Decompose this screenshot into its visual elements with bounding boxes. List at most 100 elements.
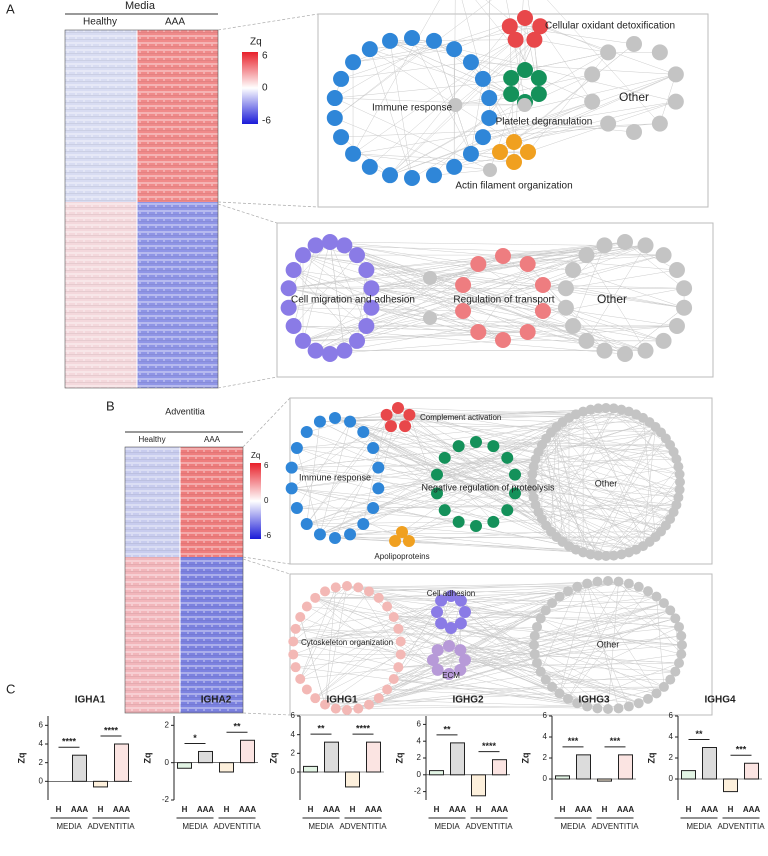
y-tick-label: 2 bbox=[543, 753, 548, 762]
edge bbox=[470, 61, 676, 75]
node bbox=[382, 684, 393, 695]
edge bbox=[556, 536, 637, 550]
node bbox=[517, 62, 533, 78]
colorbar-tick: -6 bbox=[262, 116, 271, 127]
bar bbox=[114, 743, 129, 782]
node bbox=[637, 342, 654, 359]
y-tick-label: 2 bbox=[39, 758, 44, 767]
edge bbox=[387, 610, 546, 690]
edge bbox=[565, 269, 678, 289]
node bbox=[665, 605, 676, 616]
edge bbox=[335, 586, 578, 588]
edge bbox=[470, 26, 541, 63]
edge bbox=[334, 425, 392, 539]
edge bbox=[659, 74, 677, 124]
edge bbox=[534, 39, 609, 53]
edge bbox=[586, 245, 646, 342]
node bbox=[290, 662, 301, 673]
edge bbox=[335, 583, 588, 588]
edge bbox=[397, 407, 533, 483]
edge bbox=[302, 331, 479, 342]
node bbox=[535, 666, 546, 677]
node bbox=[470, 520, 482, 532]
cluster-label: Apolipoproteins bbox=[374, 552, 429, 561]
heatmap-title: Media bbox=[125, 0, 156, 12]
node bbox=[462, 145, 479, 162]
colorbar-label: Zq bbox=[251, 451, 260, 460]
edge bbox=[401, 457, 508, 533]
node bbox=[288, 636, 299, 647]
y-tick-label: 0 bbox=[543, 774, 548, 783]
group-label: ADVENTITIA bbox=[591, 822, 639, 831]
node bbox=[508, 487, 521, 500]
edge bbox=[389, 26, 541, 176]
edge bbox=[368, 591, 639, 704]
bar bbox=[681, 770, 696, 780]
chart-title: IGHG1 bbox=[326, 695, 358, 706]
node bbox=[445, 590, 457, 602]
edge bbox=[572, 325, 664, 342]
node bbox=[345, 145, 362, 162]
group-label: Healthy bbox=[83, 17, 117, 28]
node bbox=[290, 442, 303, 454]
node bbox=[344, 528, 357, 541]
edge bbox=[335, 706, 588, 709]
edge bbox=[302, 254, 372, 308]
bar bbox=[471, 774, 486, 797]
edge bbox=[295, 666, 578, 704]
node bbox=[596, 342, 613, 359]
edge bbox=[527, 254, 664, 265]
node bbox=[673, 492, 684, 503]
node bbox=[670, 613, 681, 624]
edge bbox=[393, 600, 462, 680]
edge bbox=[475, 441, 542, 446]
node bbox=[348, 247, 365, 264]
edge bbox=[334, 117, 455, 168]
edge bbox=[450, 590, 649, 597]
colorbar-tick: 6 bbox=[264, 461, 269, 470]
edge bbox=[293, 654, 588, 707]
bar bbox=[198, 750, 213, 764]
node bbox=[674, 469, 685, 480]
heatmap-title: Adventitia bbox=[165, 406, 205, 416]
edge bbox=[315, 616, 394, 699]
x-tick-label: H bbox=[182, 805, 188, 814]
edge bbox=[319, 534, 584, 553]
edge bbox=[306, 521, 459, 525]
node bbox=[373, 592, 384, 603]
edge bbox=[535, 421, 650, 460]
edge bbox=[470, 78, 484, 154]
node bbox=[613, 576, 624, 587]
x-tick-label: H bbox=[98, 805, 104, 814]
edge bbox=[550, 432, 630, 553]
node bbox=[382, 601, 393, 612]
y-tick-label: -2 bbox=[414, 787, 422, 796]
group-label: MEDIA bbox=[434, 822, 460, 831]
edge bbox=[329, 241, 605, 246]
group-label: ADVENTITIA bbox=[87, 822, 135, 831]
node bbox=[674, 621, 685, 632]
node bbox=[668, 318, 685, 334]
edge bbox=[293, 325, 528, 333]
node bbox=[427, 654, 439, 666]
edge bbox=[545, 610, 676, 619]
node bbox=[508, 468, 521, 481]
node bbox=[562, 693, 573, 704]
node bbox=[585, 404, 596, 415]
edge bbox=[306, 421, 321, 524]
edge bbox=[302, 241, 331, 341]
edge bbox=[300, 585, 348, 680]
edge bbox=[624, 241, 685, 289]
edge bbox=[411, 136, 484, 179]
network bbox=[280, 234, 693, 362]
edge bbox=[295, 628, 683, 646]
node bbox=[495, 332, 511, 348]
node bbox=[676, 630, 687, 641]
node bbox=[425, 32, 442, 49]
edge bbox=[352, 0, 440, 154]
node bbox=[517, 98, 532, 112]
edge bbox=[398, 600, 442, 630]
x-tick-label: AAA bbox=[323, 805, 341, 814]
edge bbox=[315, 628, 399, 699]
edge bbox=[288, 255, 304, 308]
